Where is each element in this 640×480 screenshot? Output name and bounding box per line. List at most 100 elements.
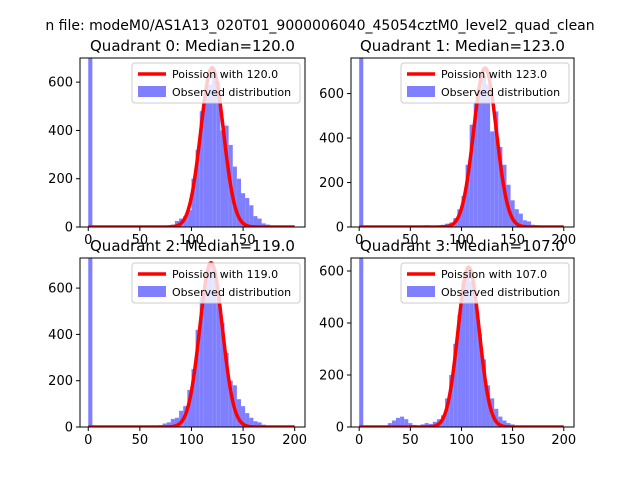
- legend-hist-swatch: [407, 286, 435, 297]
- figure-suptitle: n file: modeM0/AS1A13_020T01_9000006040_…: [45, 18, 594, 34]
- y-tick-label: 0: [336, 421, 344, 436]
- histogram-bar: [174, 417, 180, 427]
- histogram-bar: [506, 423, 511, 427]
- histogram-bar: [490, 131, 495, 227]
- axes-frame: [79, 257, 306, 428]
- legend-box: [400, 262, 570, 304]
- histogram-bar: [170, 418, 175, 427]
- histogram-bar: [465, 268, 470, 427]
- histogram-bar: [453, 343, 458, 427]
- histogram-bar: [461, 281, 466, 427]
- histogram-bar: [253, 216, 258, 227]
- histogram-bar: [257, 422, 262, 427]
- histogram-bar: [88, 258, 93, 427]
- histogram-bar: [481, 359, 487, 427]
- histogram-bar: [477, 89, 482, 227]
- x-tick-label: 150: [231, 433, 256, 448]
- histogram-bar: [359, 258, 364, 427]
- x-tick-label: 0: [355, 433, 363, 448]
- histogram-bar: [391, 420, 397, 427]
- histogram-bar: [481, 75, 487, 227]
- histogram-bar: [216, 82, 221, 227]
- legend-poisson-label: Poission with 123.0: [441, 68, 547, 81]
- histogram-bar: [224, 125, 229, 227]
- histogram-bar: [245, 413, 250, 427]
- legend-hist-swatch: [138, 286, 166, 297]
- subplot-3: 0 50 100 150 200 0 200 400 600 Quadrant 3: Median…: [319, 237, 576, 448]
- histogram-bar: [207, 84, 213, 227]
- y-tick-label: 600: [48, 282, 73, 297]
- subplot-1: 0 50 100 150 200 0 200 400 600 Quadrant 1: Median…: [319, 37, 576, 248]
- x-tick-label: 200: [551, 433, 576, 448]
- histogram-bar: [469, 124, 474, 227]
- x-tick-label: 50: [402, 433, 419, 448]
- histogram-bar: [526, 221, 532, 227]
- y-tick-label: 200: [48, 374, 73, 389]
- histogram-bar: [191, 178, 196, 227]
- histogram-bar: [195, 149, 200, 227]
- legend-hist-label: Observed distribution: [441, 86, 560, 99]
- y-tick-label: 400: [48, 328, 73, 343]
- histogram-bar: [88, 58, 93, 227]
- histogram-bar: [510, 200, 515, 227]
- x-tick-label: 0: [84, 233, 92, 248]
- x-tick-label: 100: [449, 433, 474, 448]
- histogram-bar: [212, 269, 217, 427]
- y-tick-label: 200: [319, 176, 344, 191]
- histogram-bar: [249, 417, 254, 427]
- x-tick-label: 50: [132, 433, 149, 448]
- histogram-bar: [249, 205, 254, 227]
- axes-frame: [79, 57, 306, 228]
- histogram-bar: [245, 198, 250, 227]
- x-tick-label: 150: [500, 433, 525, 448]
- y-tick-label: 600: [319, 265, 344, 280]
- histogram-bar: [498, 146, 503, 227]
- histogram-bar: [220, 130, 225, 227]
- histogram-bar: [522, 220, 527, 227]
- legend-poisson-label: Poission with 120.0: [172, 68, 278, 81]
- histogram-bar: [514, 209, 519, 227]
- histogram-bar: [457, 315, 462, 427]
- x-tick-label: 200: [551, 233, 576, 248]
- histogram-bar: [498, 416, 503, 427]
- histogram-bar: [424, 423, 429, 427]
- y-tick-label: 400: [319, 317, 344, 332]
- histogram-bar: [465, 164, 470, 227]
- histogram-bar: [469, 281, 474, 427]
- histogram-bar: [502, 420, 507, 427]
- histogram-bar: [191, 369, 196, 427]
- x-tick-label: 100: [179, 233, 204, 248]
- x-tick-label: 100: [449, 233, 474, 248]
- histogram-bar: [224, 352, 229, 427]
- y-tick-label: 0: [336, 221, 344, 236]
- histogram-bar: [518, 213, 523, 227]
- legend-hist-label: Observed distribution: [172, 286, 291, 299]
- histogram-bar: [387, 423, 392, 427]
- legend-hist-swatch: [407, 86, 435, 97]
- histogram-bar: [473, 102, 478, 227]
- histogram-bar: [408, 423, 413, 427]
- x-tick-label: 50: [402, 233, 419, 248]
- legend: Poission with 107.0 Observed distribution: [400, 262, 570, 304]
- x-tick-label: 100: [179, 433, 204, 448]
- subplot-title: Quadrant 3: Median=107.0: [360, 237, 565, 255]
- plot-area: [87, 58, 296, 227]
- histogram-bar: [359, 58, 364, 227]
- x-tick-label: 50: [132, 233, 149, 248]
- histogram-bar: [207, 264, 213, 427]
- histogram-bar: [203, 89, 208, 227]
- histogram-bar: [253, 421, 258, 427]
- x-tick-label: 150: [231, 233, 256, 248]
- histogram-bar: [241, 193, 246, 227]
- legend-hist-label: Observed distribution: [172, 86, 291, 99]
- y-tick-label: 400: [319, 132, 344, 147]
- legend-box: [400, 62, 570, 104]
- y-tick-label: 600: [319, 87, 344, 102]
- histogram-bar: [179, 410, 184, 427]
- x-tick-label: 0: [355, 233, 363, 248]
- legend-poisson-label: Poission with 119.0: [172, 268, 278, 281]
- x-tick-label: 150: [500, 233, 525, 248]
- histogram-bar: [187, 210, 192, 227]
- histogram-bar: [203, 274, 208, 427]
